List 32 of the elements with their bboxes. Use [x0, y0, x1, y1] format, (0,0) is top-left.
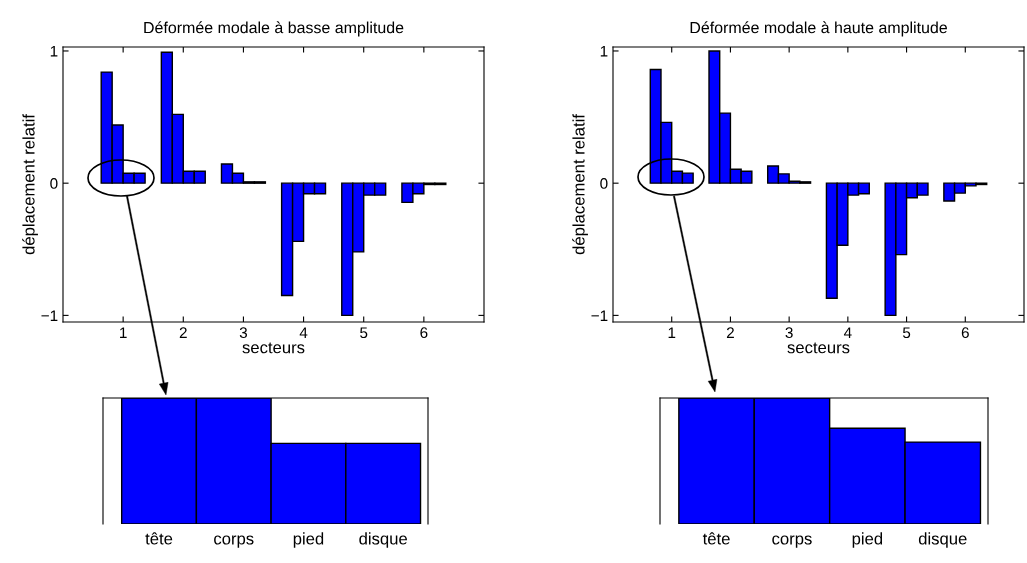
x-tick-label: 1	[668, 327, 676, 338]
x-tick-label: 3	[239, 327, 248, 339]
x-tick-label: pied	[293, 532, 324, 548]
x-tick-label: 5	[360, 327, 368, 339]
y-tick-label: 0	[600, 178, 608, 189]
x-axis-title: secteurs	[242, 342, 305, 354]
chart-title: Déformée modale à basse amplitude	[144, 21, 404, 37]
x-tick-label: disque	[359, 532, 407, 548]
y-tick-label: −1	[41, 310, 58, 321]
x-tick-label: 4	[843, 327, 852, 338]
x-tick-label: 6	[961, 327, 969, 339]
x-tick-label: tête	[145, 532, 173, 545]
x-tick-label: 3	[785, 327, 793, 339]
x-tick-label: corps	[214, 535, 254, 548]
y-tick-label: 1	[50, 45, 58, 57]
x-tick-label: 6	[420, 327, 428, 339]
y-axis-title: déplacement relatif	[22, 114, 38, 255]
y-tick-label: 1	[600, 45, 608, 57]
y-tick-label: −1	[591, 310, 608, 321]
x-tick-label: 2	[179, 327, 187, 338]
x-tick-label: corps	[772, 535, 812, 548]
x-axis-title: secteurs	[787, 342, 850, 354]
x-tick-label: pied	[852, 532, 883, 548]
x-tick-label: 2	[726, 327, 734, 338]
x-tick-label: disque	[918, 532, 967, 548]
y-axis-title: déplacement relatif	[572, 114, 588, 255]
x-tick-label: 5	[902, 327, 911, 339]
y-tick-label: 0	[50, 178, 58, 189]
chart-title: Déformée modale à haute amplitude	[690, 21, 947, 37]
x-tick-label: tête	[702, 532, 730, 545]
x-tick-label: 4	[299, 327, 308, 338]
x-tick-label: 1	[120, 327, 127, 338]
